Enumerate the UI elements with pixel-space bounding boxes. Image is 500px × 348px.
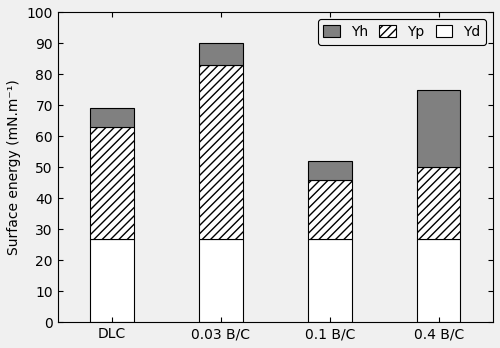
- Bar: [199, 239, 242, 322]
- Bar: [199, 44, 242, 65]
- Legend: Υh, Υp, Υd: Υh, Υp, Υd: [318, 19, 486, 45]
- Bar: [417, 167, 461, 239]
- Bar: [417, 239, 461, 322]
- Bar: [417, 90, 461, 167]
- Bar: [308, 239, 352, 322]
- Bar: [90, 109, 134, 127]
- Y-axis label: Surface energy (mN.m⁻¹): Surface energy (mN.m⁻¹): [7, 79, 21, 255]
- Bar: [90, 239, 134, 322]
- Bar: [308, 161, 352, 180]
- Bar: [199, 65, 242, 239]
- Bar: [308, 180, 352, 239]
- Bar: [90, 127, 134, 239]
